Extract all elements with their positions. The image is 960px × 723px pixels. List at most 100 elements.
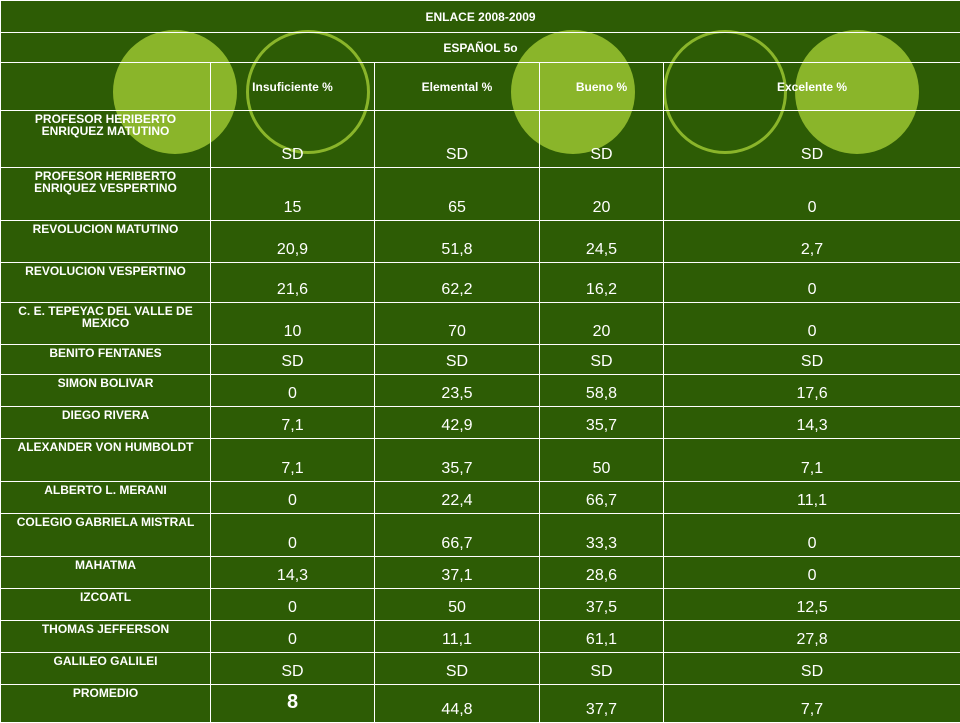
value-insuficiente: 0	[211, 375, 375, 407]
value-bueno: SD	[540, 653, 664, 685]
table-subtitle: ESPAÑOL 5o	[1, 33, 960, 63]
value-insuficiente: 15	[211, 168, 375, 221]
value-bueno: 58,8	[540, 375, 664, 407]
value-insuficiente: SD	[211, 345, 375, 375]
school-name: PROMEDIO	[1, 685, 211, 723]
value-bueno: SD	[540, 345, 664, 375]
value-elemental: 44,8	[375, 685, 540, 723]
school-name: REVOLUCION MATUTINO	[1, 221, 211, 263]
table-title: ENLACE 2008-2009	[1, 1, 960, 33]
value-elemental: SD	[375, 345, 540, 375]
value-insuficiente: 7,1	[211, 407, 375, 439]
school-name: PROFESOR HERIBERTO ENRIQUEZ VESPERTINO	[1, 168, 211, 221]
value-elemental: SD	[375, 653, 540, 685]
value-excelente: 0	[664, 168, 960, 221]
value-bueno: 37,7	[540, 685, 664, 723]
value-excelente: 0	[664, 263, 960, 303]
school-name: SIMON BOLIVAR	[1, 375, 211, 407]
value-elemental: 66,7	[375, 514, 540, 557]
value-bueno: 33,3	[540, 514, 664, 557]
value-insuficiente: SD	[211, 653, 375, 685]
school-name: THOMAS JEFFERSON	[1, 621, 211, 653]
value-insuficiente: 14,3	[211, 557, 375, 589]
value-elemental: 23,5	[375, 375, 540, 407]
value-elemental: 65	[375, 168, 540, 221]
value-elemental: 37,1	[375, 557, 540, 589]
value-excelente: 7,1	[664, 439, 960, 482]
value-insuficiente: 7,1	[211, 439, 375, 482]
value-excelente: 0	[664, 514, 960, 557]
value-excelente: SD	[664, 345, 960, 375]
school-name: DIEGO RIVERA	[1, 407, 211, 439]
school-name: ALEXANDER VON HUMBOLDT	[1, 439, 211, 482]
value-bueno: 28,6	[540, 557, 664, 589]
value-bueno: 50	[540, 439, 664, 482]
school-name: REVOLUCION VESPERTINO	[1, 263, 211, 303]
value-bueno: SD	[540, 111, 664, 168]
value-elemental: 70	[375, 303, 540, 345]
value-elemental: 51,8	[375, 221, 540, 263]
column-header-elemental: Elemental %	[375, 63, 540, 111]
value-excelente: 17,6	[664, 375, 960, 407]
value-excelente: 27,8	[664, 621, 960, 653]
value-insuficiente: 20,9	[211, 221, 375, 263]
column-header-row: Insuficiente % Elemental % Bueno % Excel…	[1, 63, 960, 111]
value-excelente: 0	[664, 557, 960, 589]
value-elemental: SD	[375, 111, 540, 168]
column-header-school	[1, 63, 211, 111]
value-insuficiente: 8	[211, 685, 375, 723]
value-bueno: 20	[540, 168, 664, 221]
value-elemental: 50	[375, 589, 540, 621]
value-bueno: 35,7	[540, 407, 664, 439]
value-excelente: SD	[664, 111, 960, 168]
column-header-bueno: Bueno %	[540, 63, 664, 111]
value-insuficiente: 0	[211, 482, 375, 514]
value-excelente: 11,1	[664, 482, 960, 514]
value-elemental: 35,7	[375, 439, 540, 482]
value-insuficiente: 0	[211, 514, 375, 557]
school-name: BENITO FENTANES	[1, 345, 211, 375]
value-bueno: 61,1	[540, 621, 664, 653]
value-excelente: 14,3	[664, 407, 960, 439]
value-insuficiente: SD	[211, 111, 375, 168]
school-name: COLEGIO GABRIELA MISTRAL	[1, 514, 211, 557]
value-excelente: 12,5	[664, 589, 960, 621]
value-insuficiente: 21,6	[211, 263, 375, 303]
school-name: ALBERTO L. MERANI	[1, 482, 211, 514]
value-elemental: 22,4	[375, 482, 540, 514]
value-excelente: 2,7	[664, 221, 960, 263]
school-name: GALILEO GALILEI	[1, 653, 211, 685]
value-bueno: 37,5	[540, 589, 664, 621]
value-excelente: SD	[664, 653, 960, 685]
value-bueno: 16,2	[540, 263, 664, 303]
value-excelente: 7,7	[664, 685, 960, 723]
school-name: IZCOATL	[1, 589, 211, 621]
school-name: MAHATMA	[1, 557, 211, 589]
column-header-excelente: Excelente %	[664, 63, 960, 111]
value-bueno: 24,5	[540, 221, 664, 263]
school-name: C. E. TEPEYAC DEL VALLE DE MEXICO	[1, 303, 211, 345]
value-elemental: 42,9	[375, 407, 540, 439]
value-excelente: 0	[664, 303, 960, 345]
school-name: PROFESOR HERIBERTO ENRIQUEZ MATUTINO	[1, 111, 211, 168]
value-bueno: 66,7	[540, 482, 664, 514]
value-insuficiente: 0	[211, 621, 375, 653]
value-elemental: 62,2	[375, 263, 540, 303]
